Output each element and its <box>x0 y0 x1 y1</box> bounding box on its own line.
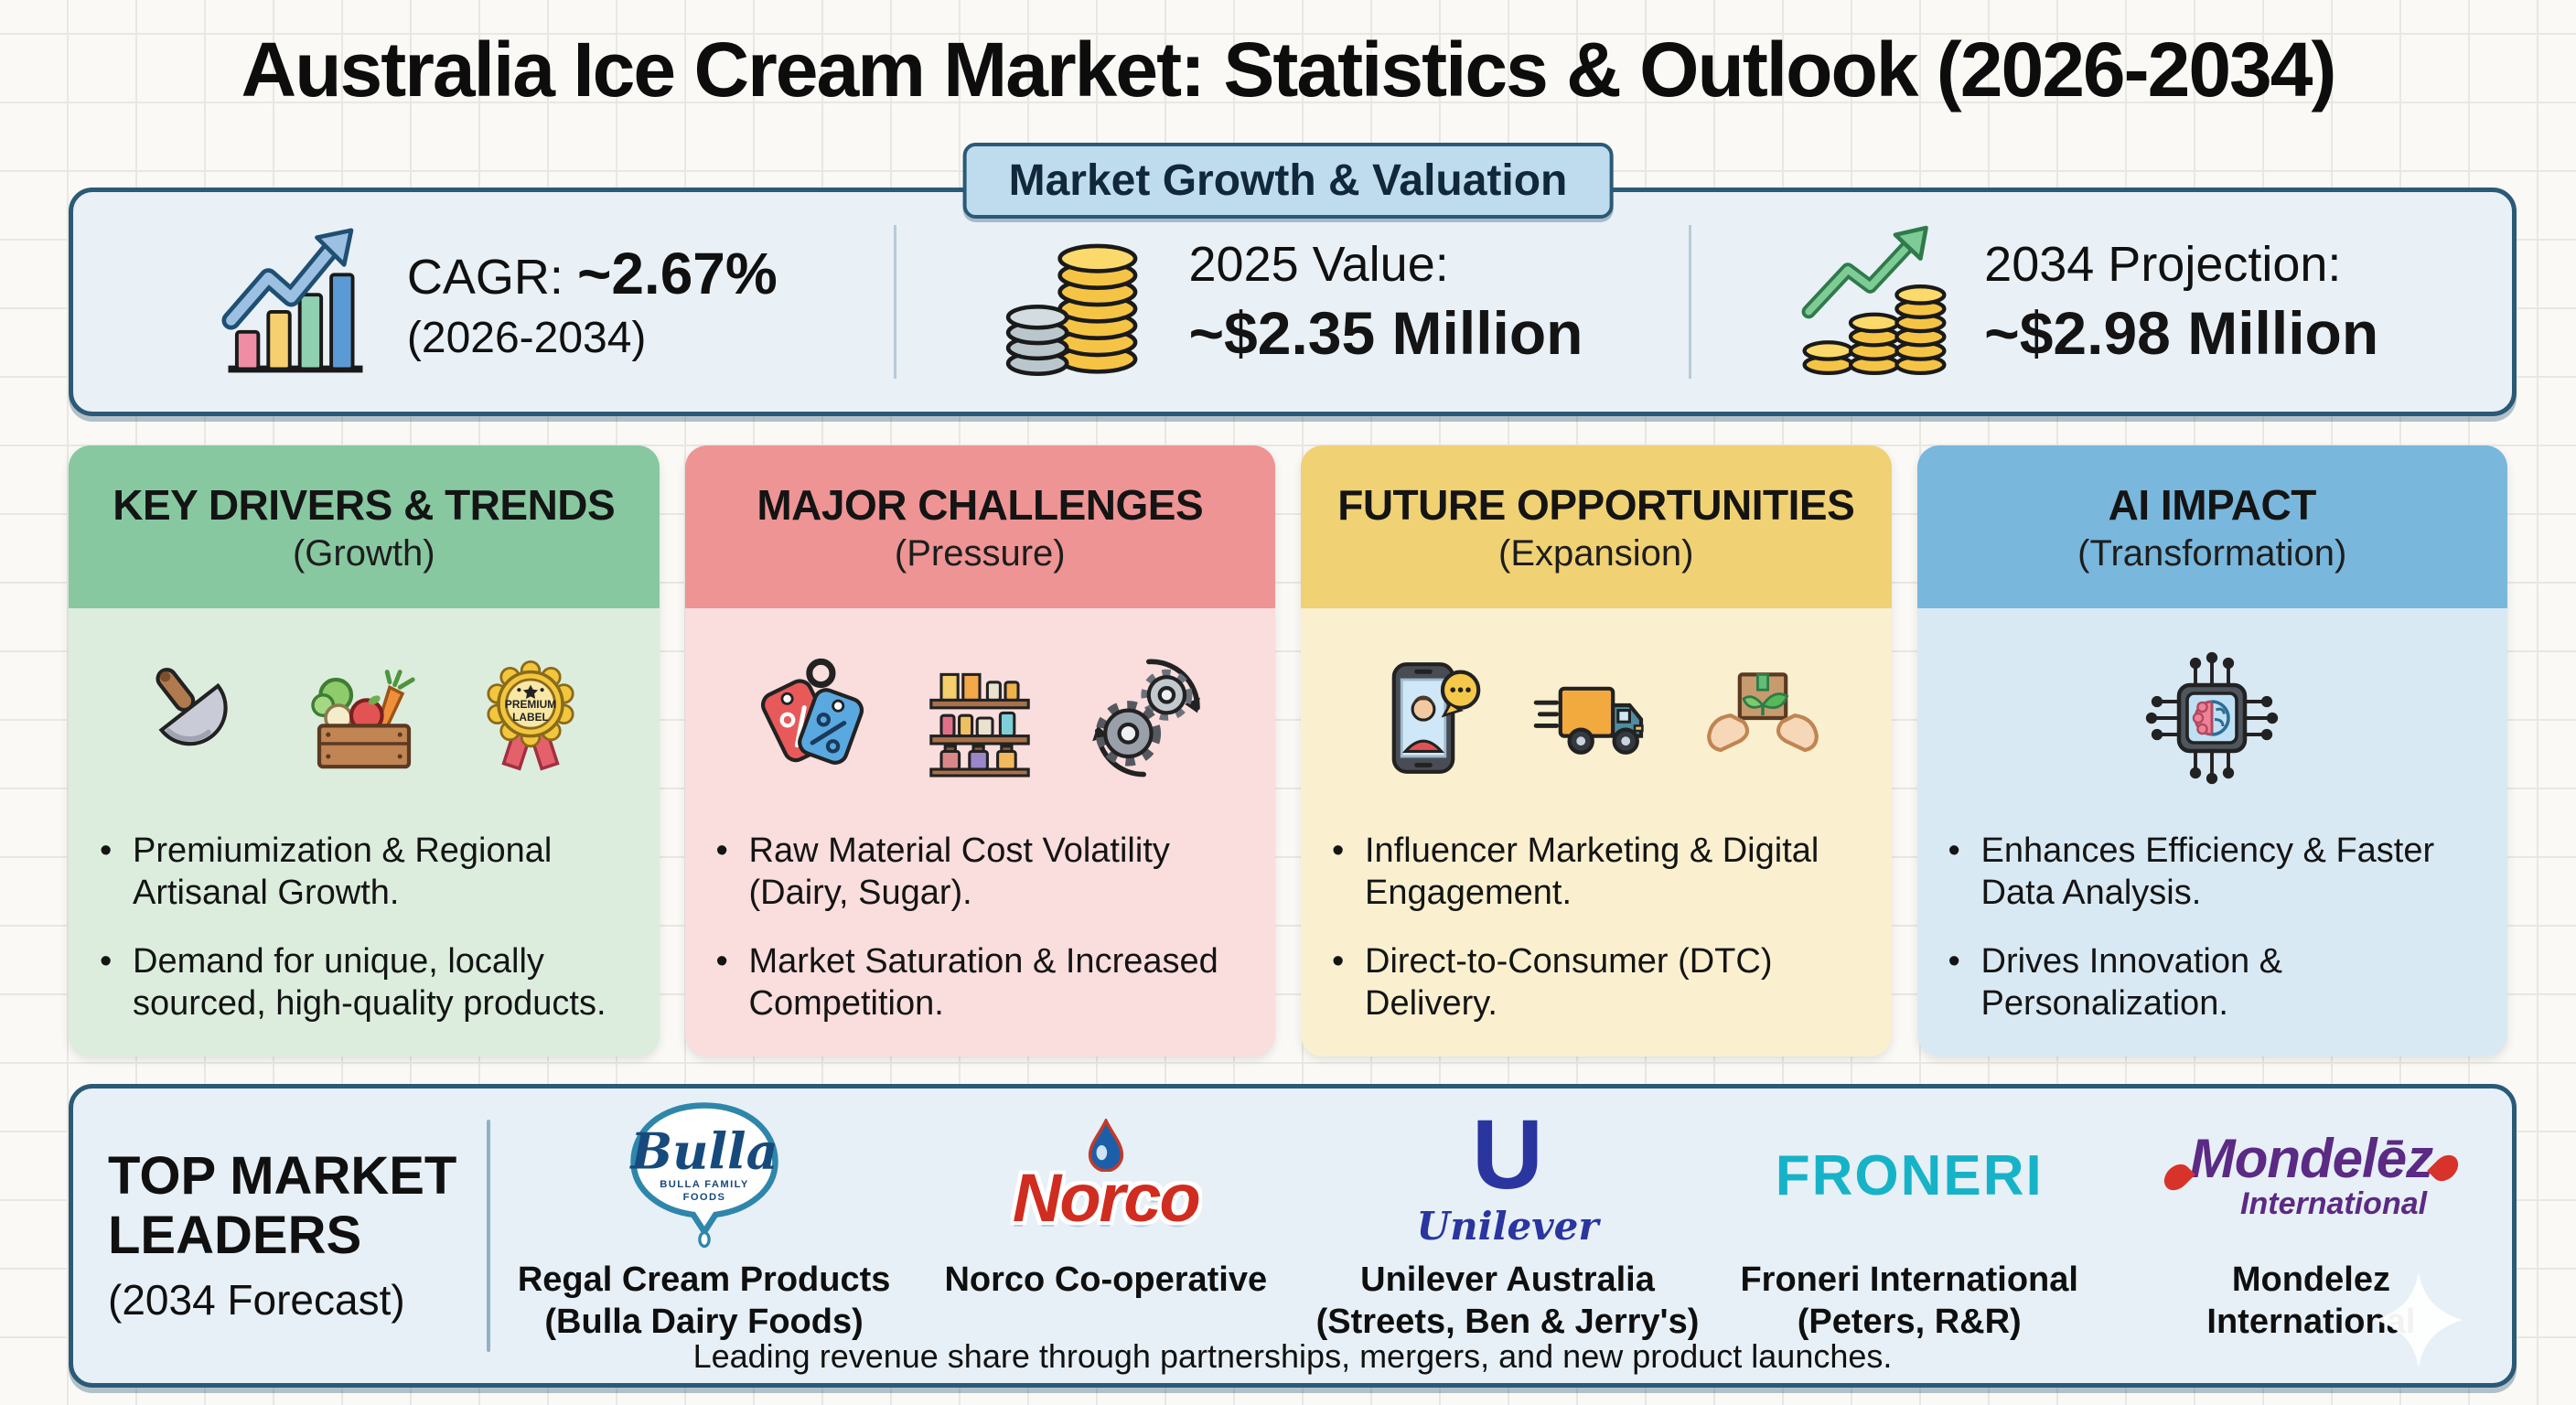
gears-cycle-icon <box>1092 659 1201 778</box>
brand-name: Regal Cream Products (Bulla Dairy Foods) <box>517 1260 891 1342</box>
list-item: • Demand for unique, locally sourced, hig… <box>100 941 606 1024</box>
unilever-u-logo: U <box>1472 1099 1543 1209</box>
brand-name: Mondelez International <box>2206 1260 2416 1342</box>
bulla-logo: Bulla BULLA FAMILY FOODS <box>628 1102 778 1249</box>
store-shelf-icon <box>929 672 1030 778</box>
valuation-panel: CAGR: ~2.67% (2026-2034) <box>69 188 2517 416</box>
column-subtitle: (Pressure) <box>894 532 1066 574</box>
list-item: • Direct-to-Consumer (DTC) Delivery. <box>1332 941 1773 1024</box>
leaders-subtitle: (2034 Forecast) <box>108 1275 405 1324</box>
list-item: • Premiumization & Regional Artisanal Gro… <box>100 831 553 913</box>
theme-columns: KEY DRIVERS & TRENDS (Growth) <box>69 445 2507 1056</box>
svg-text:Bulla: Bulla <box>628 1122 778 1181</box>
svg-text:FOODS: FOODS <box>682 1192 725 1203</box>
mondelez-sub: International <box>2240 1186 2428 1221</box>
cagr-period: (2026-2034) <box>406 314 647 363</box>
column-subtitle: (Growth) <box>292 532 435 574</box>
ice-cream-scoop-icon <box>156 668 228 746</box>
brand-bulla: Bulla BULLA FAMILY FOODS Regal Cream Pro… <box>503 1098 905 1383</box>
column-subtitle: (Expansion) <box>1498 532 1694 574</box>
leaders-caption: Leading revenue share through partnershi… <box>692 1337 1893 1375</box>
mondelez-swash-icon <box>2427 1150 2463 1186</box>
sparkle-icon <box>2375 1271 2463 1368</box>
brand-norco: Norco Norco Co-operative <box>905 1098 1306 1383</box>
column-ai-impact: AI IMPACT (Transformation) <box>1916 445 2507 1056</box>
influencer-phone-icon <box>1391 662 1481 774</box>
stat-cagr: CAGR: ~2.67% (2026-2034) <box>101 225 894 378</box>
list-item: •Sustainable & Biodegradable Packaging. <box>1332 1050 1861 1056</box>
produce-crate-icon <box>311 670 415 769</box>
valuation-badge: Market Growth & Valuation <box>962 143 1614 219</box>
list-item: • Drives Innovation & Personalization. <box>1948 941 2283 1024</box>
svg-text:BULLA FAMILY: BULLA FAMILY <box>660 1179 748 1190</box>
brand-froneri: FRONERI Froneri International (Peters, R&… <box>1709 1098 2110 1383</box>
list-item: • Enhances Efficiency & Faster Data Analy… <box>1948 831 2435 913</box>
column-title: MAJOR CHALLENGES <box>757 480 1204 529</box>
delivery-truck-icon <box>1533 686 1644 755</box>
column-future-opportunities: FUTURE OPPORTUNITIES (Expansion) <box>1301 445 1892 1056</box>
list-item: •Pressure to Innovate Continuously. <box>716 1050 1245 1056</box>
unilever-script: Unilever <box>1416 1204 1599 1249</box>
list-item: • Market Saturation & Increased Competiti… <box>715 941 1218 1024</box>
eco-packaging-hands-icon <box>1706 672 1819 753</box>
brand-unilever: U Unilever Unilever Australia (Streets, B… <box>1306 1098 1708 1383</box>
column-major-challenges: MAJOR CHALLENGES (Pressure) <box>684 445 1275 1056</box>
coin-stacks-icon <box>1005 243 1137 376</box>
value-2025-amount: ~$2.35 Million <box>1188 298 1583 367</box>
premium-label-line2: LABEL <box>512 711 549 724</box>
list-item: •Health & Wellness: Low-sugar, plant-bas… <box>100 1050 628 1056</box>
list-item: •Automates Processes & Predictive Analyt… <box>1948 1050 2477 1056</box>
vertical-divider <box>487 1120 490 1352</box>
column-title: KEY DRIVERS & TRENDS <box>113 480 616 529</box>
value-2025-label: 2025 Value: <box>1188 236 1449 292</box>
column-subtitle: (Transformation) <box>2077 532 2347 574</box>
column-key-drivers: KEY DRIVERS & TRENDS (Growth) <box>69 445 660 1056</box>
ai-brain-chip-icon <box>2146 651 2279 785</box>
column-title: AI IMPACT <box>2108 480 2317 529</box>
projection-2034-amount: ~$2.98 Million <box>1984 298 2379 367</box>
coins-growth-arrow-icon <box>1801 225 1947 376</box>
brand-name: Froneri International (Peters, R&R) <box>1740 1260 2078 1342</box>
premium-label-rosette-icon: PREMIUM LABEL <box>487 660 574 771</box>
brand-mondelez: Mondelēz International Mondelez Internati… <box>2110 1098 2512 1383</box>
stat-2025-value: 2025 Value: ~$2.35 Million <box>893 225 1690 379</box>
page-title: Australia Ice Cream Market: Statistics &… <box>241 27 2337 113</box>
brand-name: Norco Co-operative <box>944 1260 1268 1299</box>
list-item: • Influencer Marketing & Digital Engageme… <box>1332 831 1819 913</box>
price-tags-icon <box>761 658 864 765</box>
cagr-label: CAGR: <box>406 250 564 306</box>
cagr-value: ~2.67% <box>576 241 778 307</box>
bar-chart-growth-icon <box>221 228 363 373</box>
norco-drop-icon <box>1088 1119 1123 1172</box>
market-leaders-panel: TOP MARKET LEADERS (2034 Forecast) Bulla… <box>69 1084 2517 1388</box>
column-title: FUTURE OPPORTUNITIES <box>1337 480 1855 529</box>
mondelez-logo: Mondelēz <box>2189 1128 2433 1189</box>
leaders-title: TOP MARKET LEADERS <box>108 1146 457 1265</box>
froneri-logo: FRONERI <box>1775 1143 2044 1207</box>
stat-2034-projection: 2034 Projection: ~$2.98 Million <box>1689 225 2485 379</box>
brand-name: Unilever Australia (Streets, Ben & Jerry'… <box>1315 1260 1700 1342</box>
projection-2034-label: 2034 Projection: <box>1984 236 2342 292</box>
premium-label-line1: PREMIUM <box>505 698 556 711</box>
list-item: • Raw Material Cost Volatility (Dairy, Su… <box>715 831 1170 913</box>
norco-logo: Norco <box>1012 1160 1201 1236</box>
